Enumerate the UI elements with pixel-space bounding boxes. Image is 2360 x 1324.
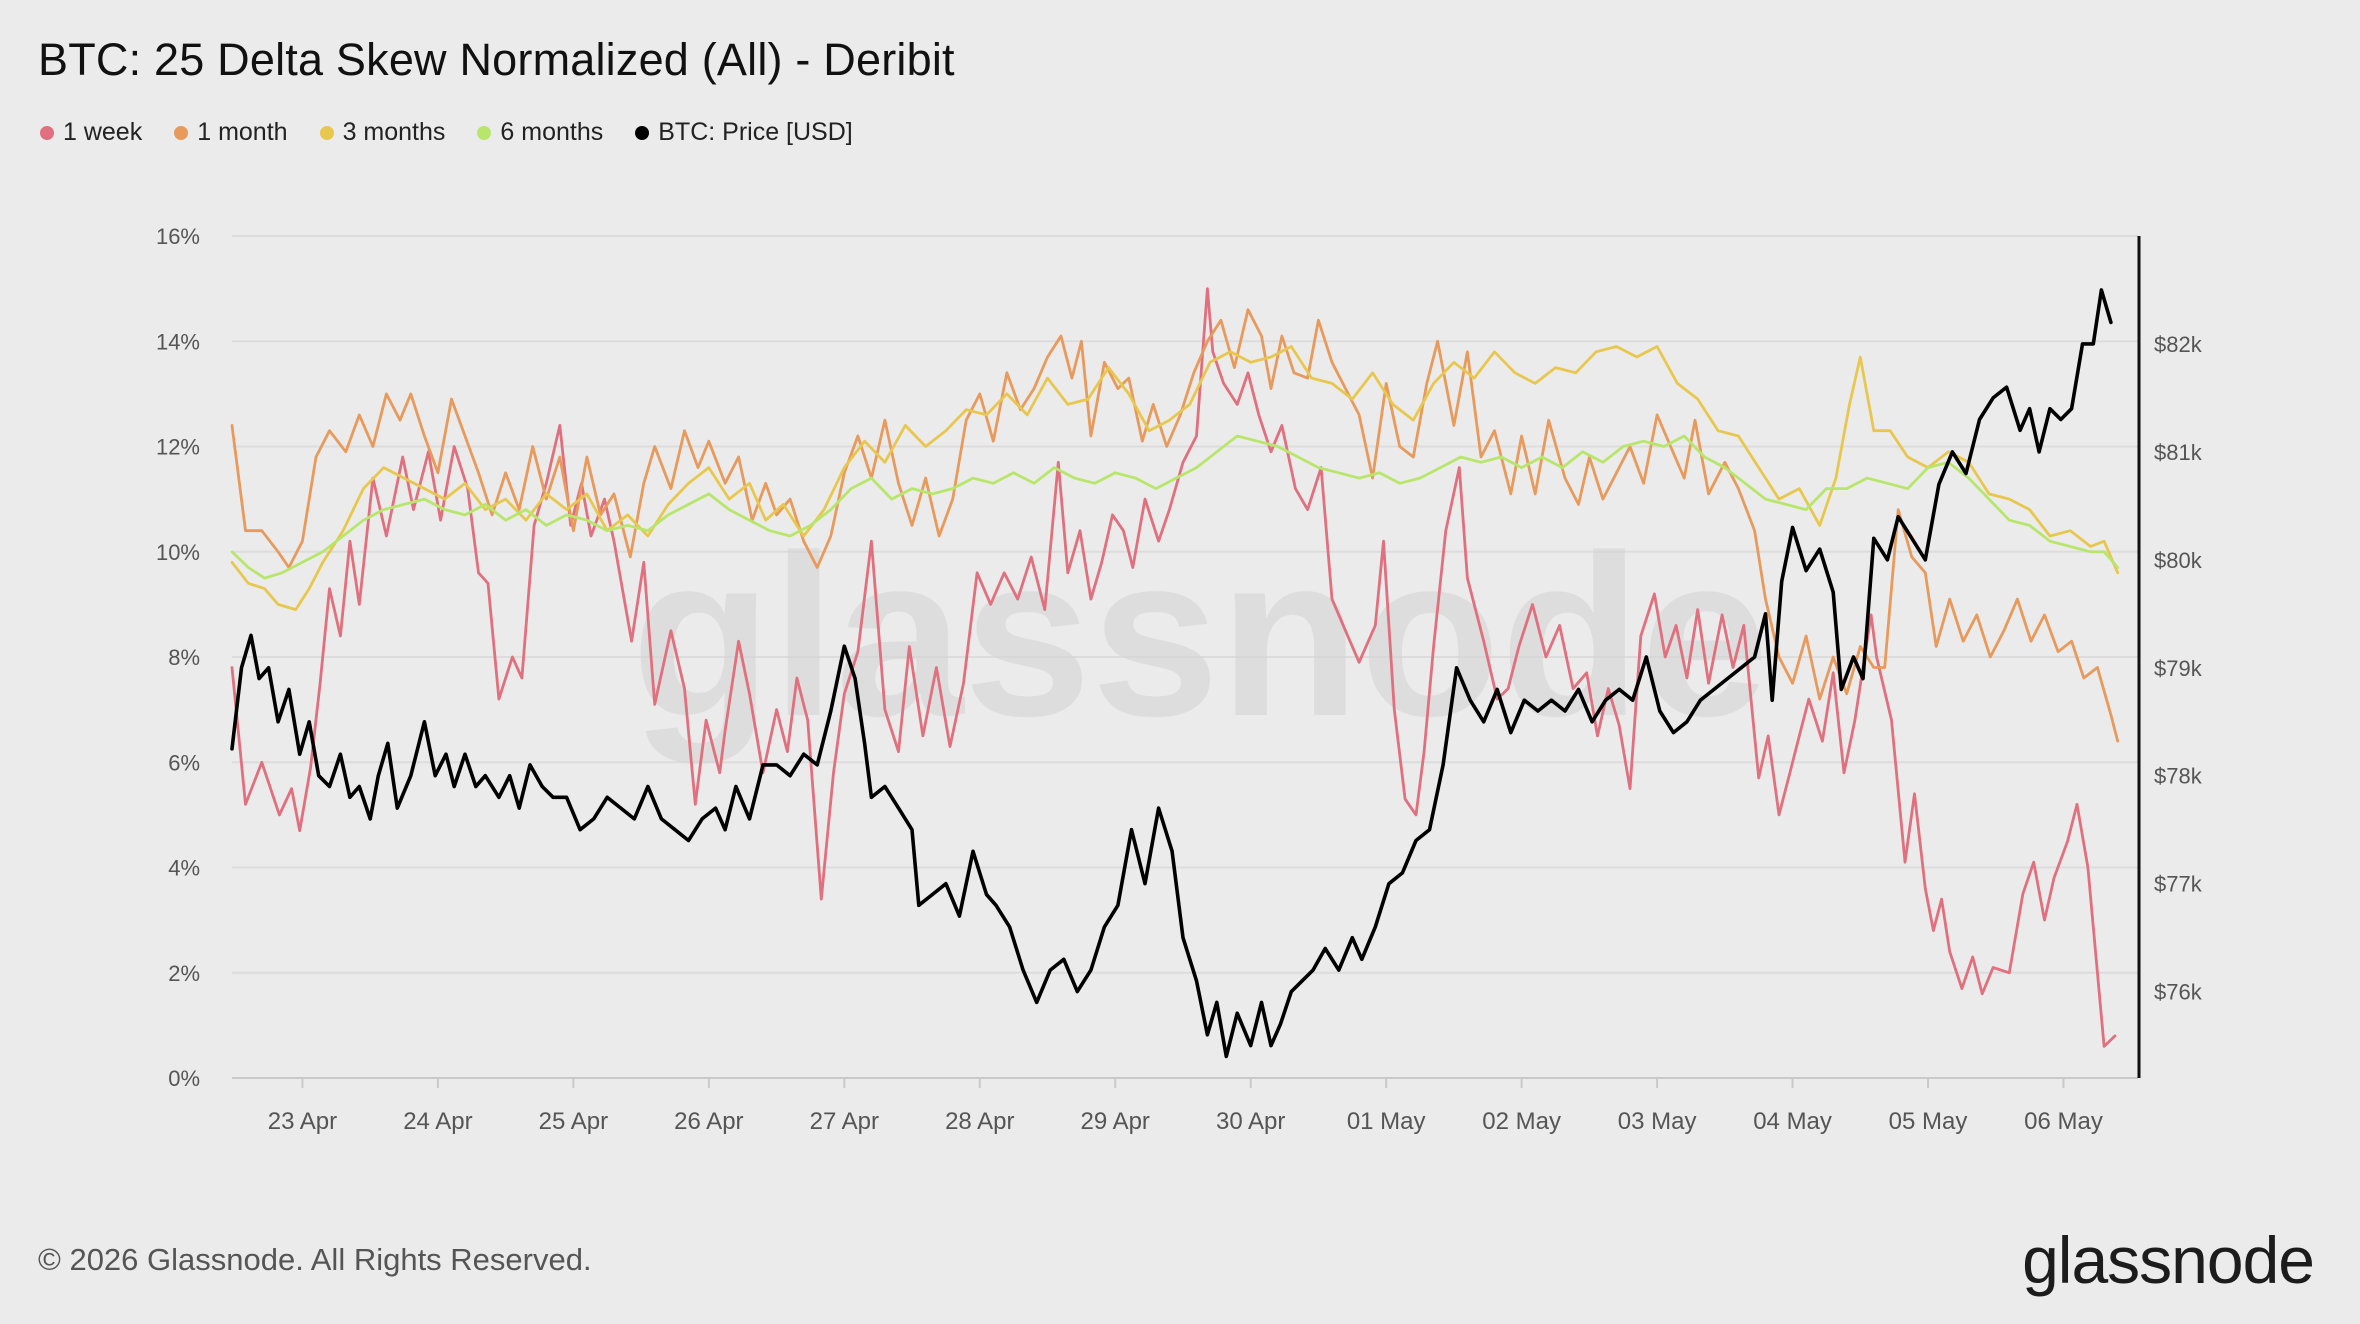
series-group — [230, 287, 2120, 1059]
x-tick-label: 26 Apr — [674, 1108, 743, 1135]
x-axis: 23 Apr 24 Apr 25 Apr 26 Apr 27 Apr 28 Apr 29 A… — [268, 1078, 2103, 1135]
series-line-3-months — [230, 345, 2120, 611]
legend-label: 3 months — [342, 118, 446, 146]
line-chart: glassnode 0% 2% 4% 6% 8% 10% 12% 14% 16% $76k $77… — [156, 224, 2203, 1135]
legend-label: 1 month — [197, 118, 288, 146]
x-tick-label: 02 May — [1482, 1108, 1561, 1135]
left-tick-label: 0% — [168, 1066, 200, 1091]
legend-dot — [477, 125, 492, 140]
watermark: glassnode — [631, 507, 1769, 764]
series-line-1-month — [230, 308, 2120, 743]
series-line-btc-price-usd — [230, 288, 2113, 1059]
series-line-1-week — [230, 287, 2117, 1048]
chart-legend: 1 week 1 month 3 months 6 months BTC: Pr… — [40, 118, 853, 147]
legend-label: 1 week — [63, 118, 143, 146]
legend-item-1-month[interactable]: 1 month — [174, 118, 288, 147]
x-tick-label: 03 May — [1618, 1108, 1697, 1135]
x-tick-label: 25 Apr — [539, 1108, 608, 1135]
legend-label: 6 months — [500, 118, 604, 146]
right-tick-label: $81k — [2154, 440, 2203, 465]
chart-title: BTC: 25 Delta Skew Normalized (All) - De… — [38, 34, 955, 85]
right-tick-label: $82k — [2154, 332, 2203, 357]
right-tick-label: $78k — [2154, 764, 2203, 789]
copyright-footer: © 2026 Glassnode. All Rights Reserved. — [38, 1242, 592, 1277]
legend-item-btc-price[interactable]: BTC: Price [USD] — [635, 118, 853, 147]
left-axis: 0% 2% 4% 6% 8% 10% 12% 14% 16% — [156, 224, 200, 1091]
x-tick-label: 28 Apr — [945, 1108, 1014, 1135]
right-tick-label: $76k — [2154, 980, 2203, 1005]
left-tick-label: 8% — [168, 645, 200, 670]
x-tick-label: 05 May — [1889, 1108, 1968, 1135]
x-tick-label: 30 Apr — [1216, 1108, 1285, 1135]
right-tick-label: $80k — [2154, 548, 2203, 573]
series-line-6-months — [230, 434, 2120, 580]
x-tick-label: 01 May — [1347, 1108, 1426, 1135]
legend-dot — [40, 125, 54, 140]
left-tick-label: 10% — [156, 540, 200, 565]
legend-label: BTC: Price [USD] — [658, 118, 853, 146]
left-tick-label: 14% — [156, 329, 200, 354]
left-tick-label: 2% — [168, 961, 200, 986]
x-tick-label: 29 Apr — [1081, 1108, 1150, 1135]
legend-item-3-months[interactable]: 3 months — [319, 118, 446, 147]
legend-item-6-months[interactable]: 6 months — [477, 118, 603, 147]
right-tick-label: $77k — [2154, 872, 2203, 897]
legend-item-1-week[interactable]: 1 week — [40, 118, 142, 147]
legend-dot — [174, 125, 189, 140]
x-tick-label: 06 May — [2024, 1108, 2103, 1135]
right-axis: $76k $77k $78k $79k $80k $81k $82k — [2137, 236, 2203, 1078]
x-tick-label: 23 Apr — [268, 1108, 337, 1135]
left-tick-label: 4% — [168, 856, 200, 881]
x-tick-label: 27 Apr — [810, 1108, 879, 1135]
legend-dot — [319, 125, 334, 140]
x-tick-label: 24 Apr — [403, 1108, 472, 1135]
right-tick-label: $79k — [2154, 656, 2203, 681]
brand-logo: glassnode — [2022, 1223, 2315, 1297]
legend-dot — [635, 125, 650, 140]
left-tick-label: 16% — [156, 224, 200, 249]
left-tick-label: 12% — [156, 435, 200, 460]
left-tick-label: 6% — [168, 750, 200, 775]
x-tick-label: 04 May — [1753, 1108, 1832, 1135]
